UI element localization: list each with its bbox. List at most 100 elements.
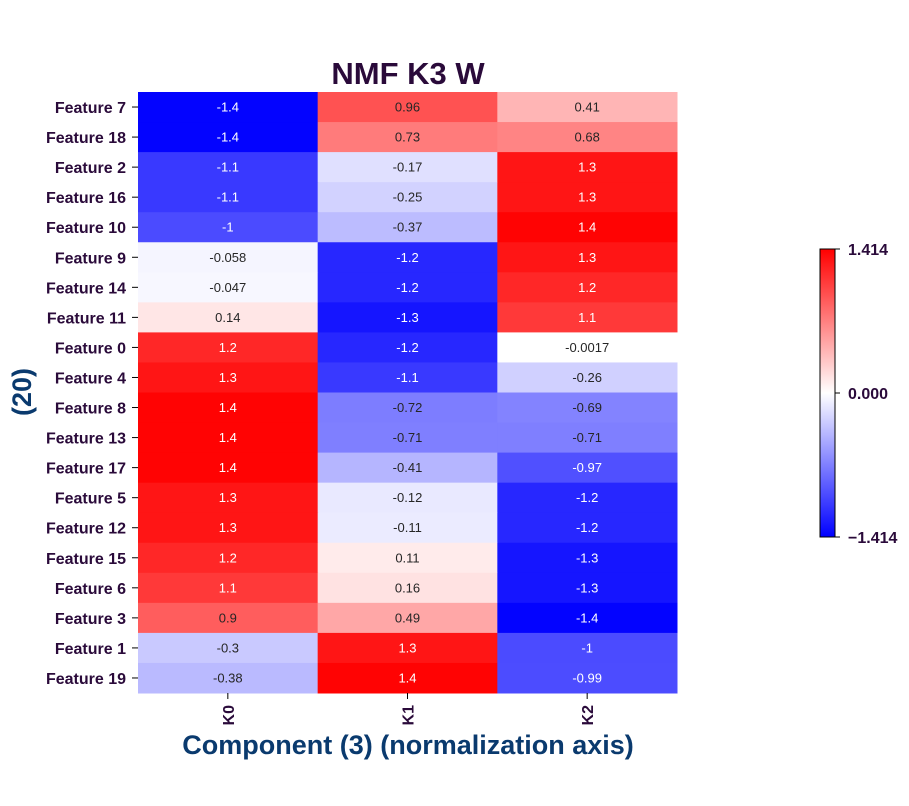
cell-value-label: -1.4 [576,610,598,625]
cell-value-label: -1.2 [396,280,418,295]
cell-value-label: 1.3 [578,160,596,175]
heatmap-cell [497,632,678,664]
column-label: K1 [401,705,418,726]
heatmap-cell [497,122,678,153]
heatmap-cell [317,392,498,424]
heatmap-cell [497,392,678,424]
colorbar-ticks: 1.414 0.000 −1.414 [835,242,897,547]
heatmap-cell [497,482,678,514]
cell-value-label: -1.2 [576,490,598,505]
heatmap-cell [497,452,678,484]
column-labels: K0 K1 K2 [221,693,597,725]
cell-value-label: 0.49 [395,610,420,625]
column-label: K0 [221,705,238,726]
heatmap-cell [138,482,319,514]
heatmap-cell [497,212,678,243]
cell-value-label: 0.96 [395,100,420,115]
cell-value-label: 1.4 [398,670,416,685]
cell-value-label: -0.38 [213,670,243,685]
heatmap-cell [317,122,498,153]
x-axis-title: Component (3) (normalization axis) [182,730,634,760]
cell-value-label: 1.3 [219,520,237,535]
cell-value-label: -1.3 [576,550,598,565]
heatmap-cell [138,572,319,604]
heatmap-cell [138,512,319,544]
heatmap-cell [317,572,498,604]
cell-value-label: -1 [581,640,593,655]
row-label: Feature 4 [55,370,126,387]
cell-value-label: -0.12 [393,490,423,505]
heatmap-cell [497,662,678,694]
heatmap-cell [138,392,319,424]
row-label: Feature 18 [46,130,126,147]
cell-value-label: -0.25 [393,190,423,205]
heatmap-cell [317,632,498,664]
row-label: Feature 19 [46,671,126,688]
cell-value-label: -0.11 [393,520,422,535]
row-label: Feature 6 [55,581,126,598]
chart-title: NMF K3 W [331,56,485,91]
cell-value-label: -1.2 [396,340,418,355]
row-label: Feature 15 [46,551,126,568]
heatmap-cell [497,332,678,363]
heatmap-cell [317,362,498,393]
row-label: Feature 5 [55,491,126,508]
heatmap-cell [497,152,678,183]
cell-value-label: -1.1 [217,160,239,175]
cell-value-label: -0.99 [572,670,602,685]
y-axis-title: (20) [7,368,37,416]
cell-value-label: -1.1 [217,190,239,205]
row-labels: Feature 7 Feature 18 Feature 2 Feature 16 Fe… [46,100,138,688]
heatmap-cell [138,152,319,183]
heatmap-cell [317,272,498,303]
cell-value-label: 1.3 [578,190,596,205]
heatmap-cell [317,212,498,243]
row-label: Feature 3 [55,611,126,628]
cell-value-label: -1.3 [576,580,598,595]
row-label: Feature 11 [47,310,126,327]
cell-value-label: -1.3 [396,310,418,325]
heatmap-cell [317,452,498,484]
cell-value-label: 0.11 [395,550,419,565]
heatmap-cell [138,212,319,243]
heatmap-cell [317,182,498,213]
row-label: Feature 13 [46,431,126,448]
cell-value-label: -1.1 [396,370,418,385]
cell-value-label: 0.41 [575,100,600,115]
cell-value-label: -1.4 [217,130,239,145]
heatmap-cell [317,242,498,273]
cell-value-label: 1.4 [219,400,237,415]
cell-value-label: 1.1 [578,310,596,325]
cell-value-label: 1.3 [219,370,237,385]
heatmap-cell [317,92,498,123]
cell-value-label: 1.2 [219,550,237,565]
heatmap-cell [138,362,319,393]
heatmap-cell [497,362,678,393]
row-label: Feature 14 [46,280,126,297]
cell-value-label: -1.4 [217,100,239,115]
colorbar-tick-label: 1.414 [848,242,888,259]
heatmap-cell [497,542,678,574]
heatmap-cell [497,182,678,213]
heatmap-cell [138,632,319,664]
cell-value-label: 1.1 [219,580,237,595]
cell-value-label: -0.37 [393,220,423,235]
cell-value-label: -1 [222,220,234,235]
cell-value-label: -0.0017 [565,340,609,355]
cell-value-label: 0.14 [215,310,240,325]
heatmap-cell [138,422,319,454]
cell-value-label: 1.4 [219,430,237,445]
heatmap-cell [317,662,498,694]
cell-value-label: -1.2 [576,520,598,535]
row-label: Feature 17 [46,461,126,478]
row-label: Feature 10 [46,220,126,237]
cell-value-label: 0.73 [395,130,420,145]
row-label: Feature 16 [46,190,126,207]
cell-value-label: -0.058 [209,250,246,265]
cell-value-label: -0.97 [572,460,602,475]
cell-value-label: -0.3 [217,640,239,655]
cell-value-label: -0.26 [572,370,602,385]
cell-value-label: 1.2 [219,340,237,355]
cell-value-label: 0.9 [219,610,237,625]
heatmap-cell [317,152,498,183]
